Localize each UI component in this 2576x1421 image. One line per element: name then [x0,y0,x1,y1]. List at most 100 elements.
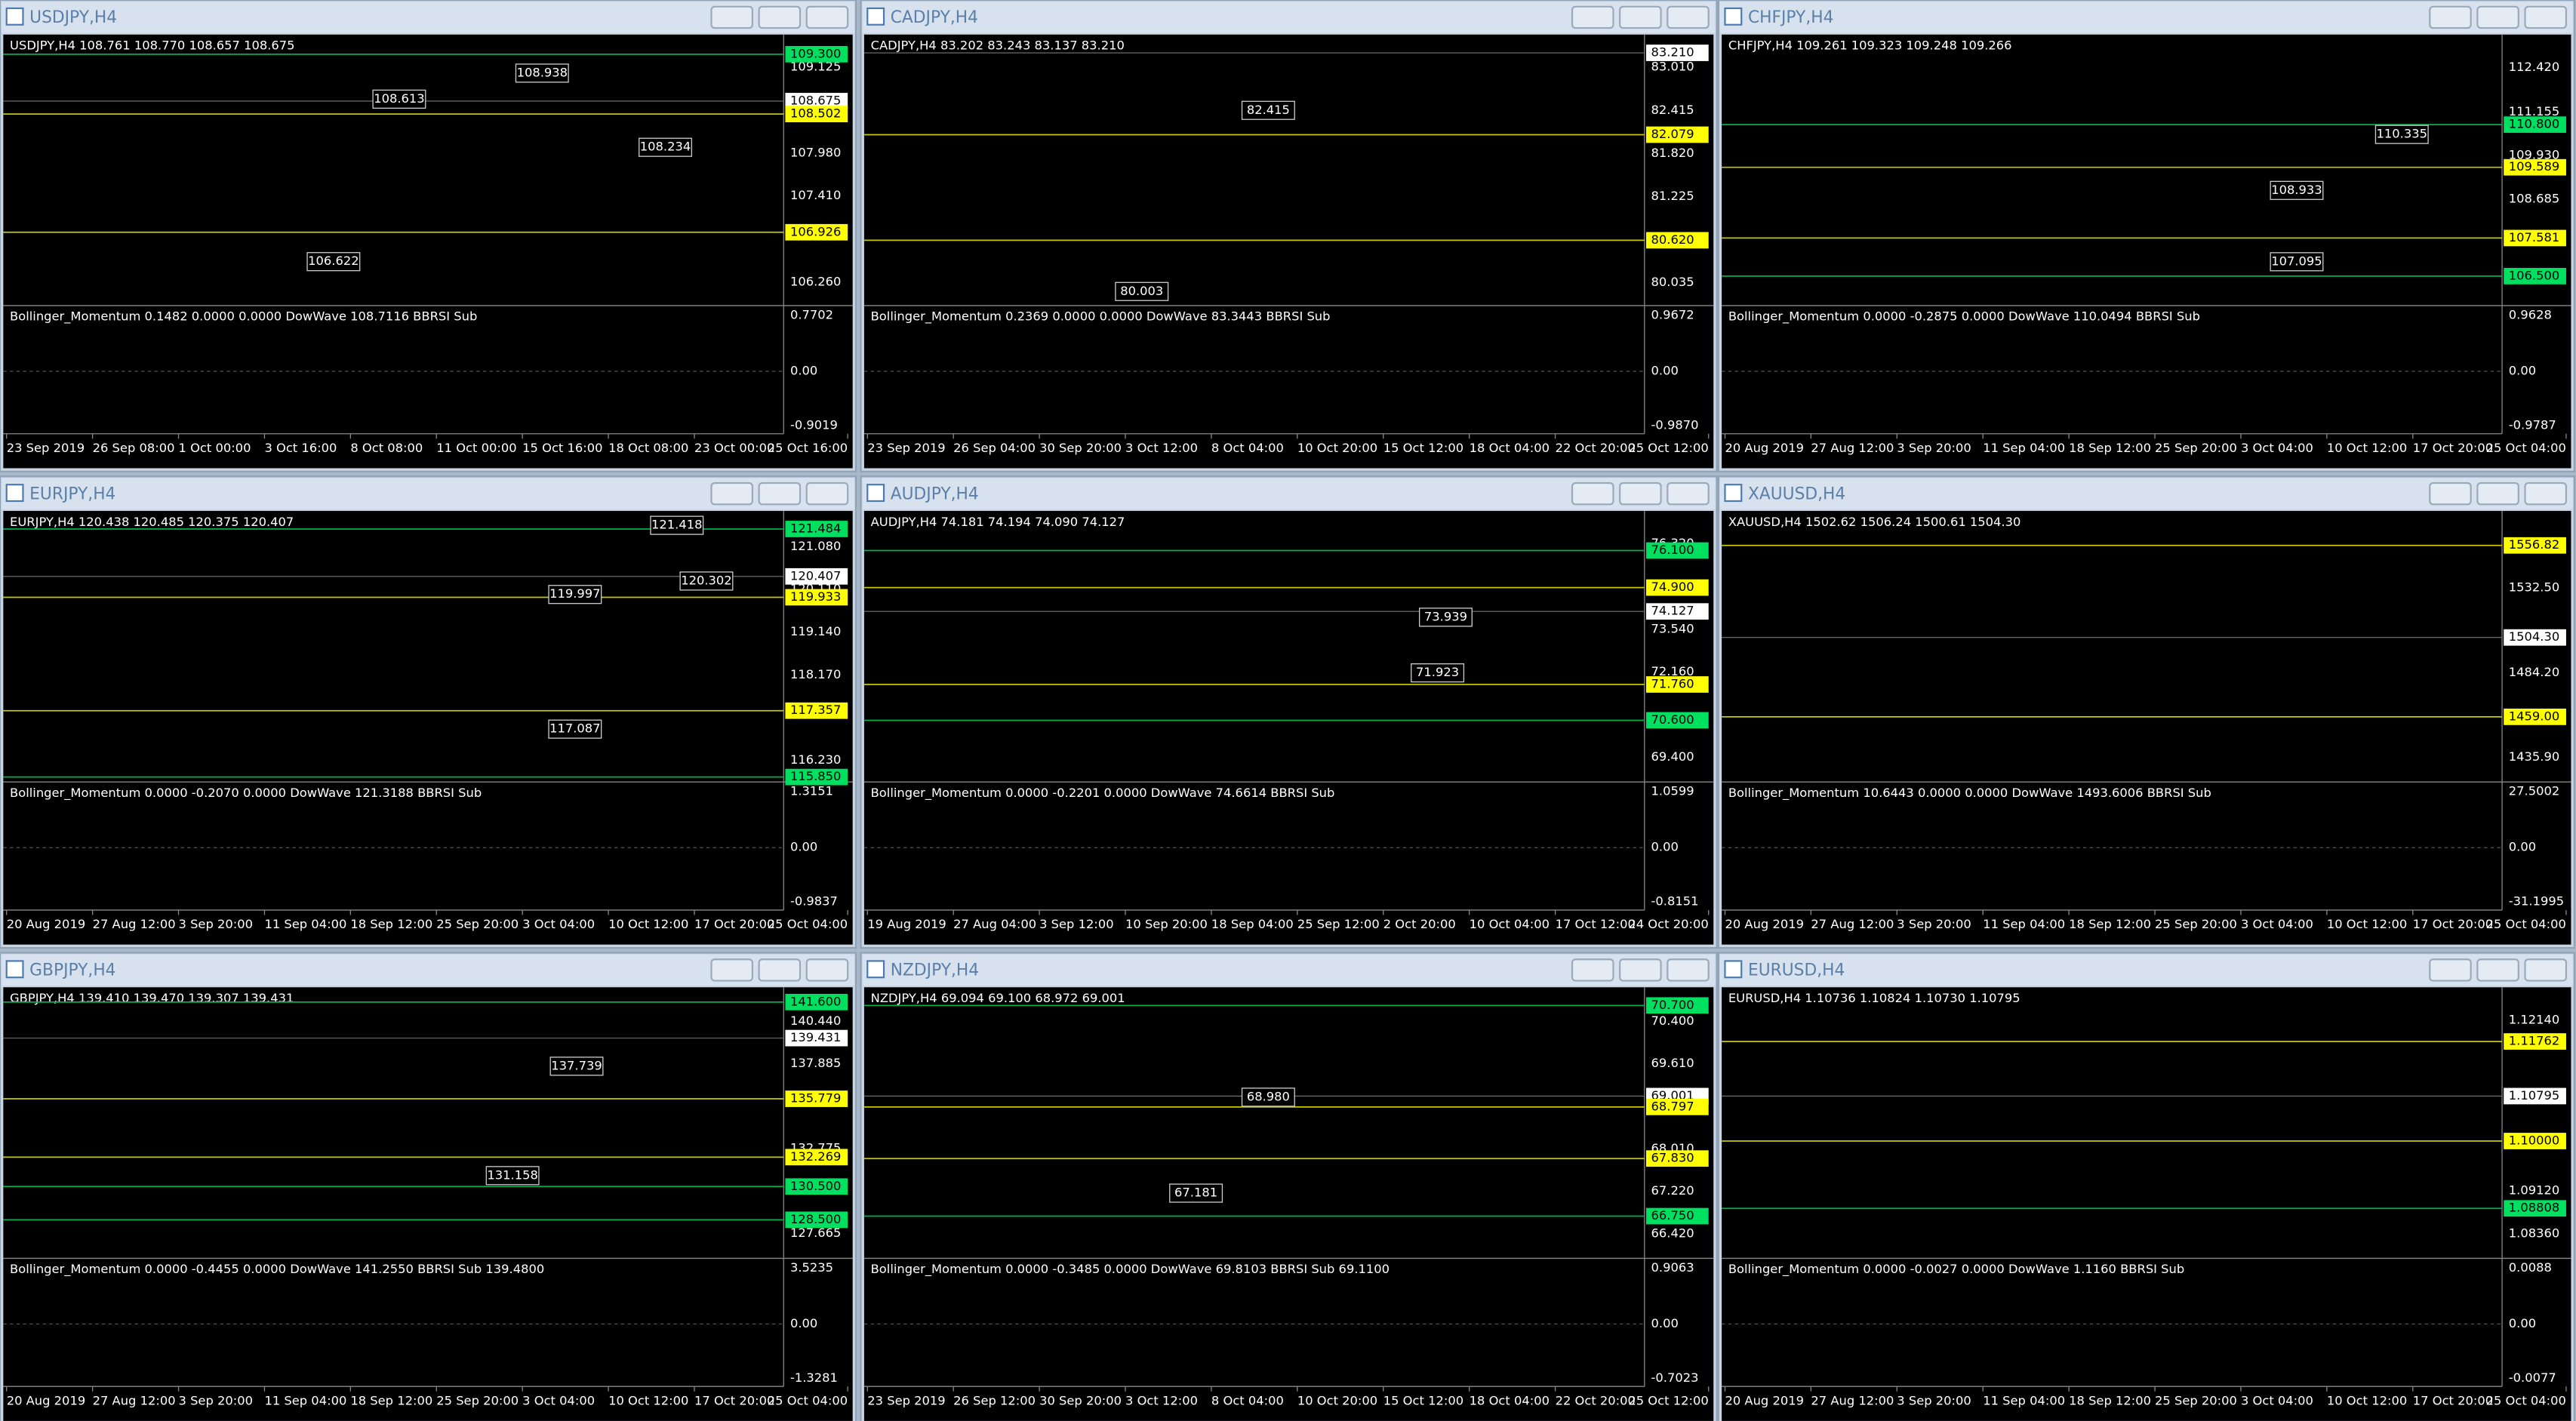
price-annotation: 106.622 [308,254,359,268]
price-scale-label: 121.080 [790,539,841,553]
date-label: 15 Oct 12:00 [1383,1393,1463,1407]
indicator-scale-label: 0.9063 [1651,1260,1694,1275]
price-scale-label: 117.357 [790,703,841,717]
price-scale-label: 1.08360 [2509,1226,2559,1240]
maximize-button[interactable] [2476,5,2519,29]
indicator-scale-label: 0.00 [2509,840,2536,854]
price-scale-label: 110.800 [2509,117,2559,131]
indicator-header: Bollinger_Momentum 0.1482 0.0000 0.0000 … [10,309,477,324]
price-scale-label: 1.10795 [2509,1088,2559,1103]
price-annotation: 108.938 [517,65,568,79]
date-label: 27 Aug 12:00 [93,1393,176,1407]
price-label-box [2504,229,2566,247]
date-label: 11 Sep 04:00 [1983,1393,2065,1407]
close-button[interactable] [805,5,849,29]
price-annotation-box [1418,607,1473,627]
chart-window: XAUUSD,H4 XAUUSD,H4 1502.62 1506.24 1500.… [1717,475,2575,949]
date-label: 10 Oct 12:00 [2327,917,2407,931]
price-scale-label: 76.100 [1651,543,1694,557]
maximize-button[interactable] [1619,5,1662,29]
chart-window: NZDJPY,H4 NZDJPY,H4 69.094 69.100 68.972 … [860,952,1718,1421]
date-label: 17 Oct 20:00 [694,917,774,931]
price-label-box [785,589,848,606]
indicator-scale-label: -0.0077 [2509,1370,2556,1385]
chart-header: AUDJPY,H4 74.181 74.194 74.090 74.127 [871,515,1125,529]
price-scale-label: 74.900 [1651,580,1694,594]
price-scale-label: 80.035 [1651,275,1694,289]
price-label-box [1646,232,1709,249]
window-title: GBPJPY,H4 [29,961,115,980]
price-scale-label: 1.10000 [2509,1133,2559,1147]
window-title: AUDJPY,H4 [891,484,979,503]
price-scale-label: 119.933 [790,589,841,604]
price-label-box [1646,1150,1709,1167]
minimize-button[interactable] [2429,958,2472,982]
date-label: 3 Oct 04:00 [522,917,595,931]
date-label: 8 Oct 08:00 [350,441,423,455]
minimize-button[interactable] [2429,481,2472,506]
price-annotation-box [1411,663,1465,683]
date-label: 15 Oct 16:00 [522,441,602,455]
maximize-button[interactable] [1619,958,1662,982]
price-scale-label: 108.675 [790,93,841,107]
price-annotation-box [548,585,602,604]
price-label-box [1646,1098,1709,1115]
close-button[interactable] [1667,958,1710,982]
chart-area [3,987,853,1421]
date-label: 11 Oct 00:00 [436,441,516,455]
close-button[interactable] [1667,481,1710,506]
minimize-button[interactable] [710,958,753,982]
price-annotation-box [2270,180,2324,200]
date-label: 22 Oct 20:00 [1556,1393,1636,1407]
price-label-box [2504,116,2566,134]
price-scale-label: 70.600 [1651,712,1694,727]
close-button[interactable] [2524,5,2568,29]
price-scale-label: 128.500 [790,1212,841,1226]
date-label: 17 Oct 20:00 [694,1393,774,1407]
price-label-box [2504,1133,2566,1149]
maximize-button[interactable] [2476,481,2519,506]
price-label-box [785,1211,848,1229]
minimize-button[interactable] [1571,481,1614,506]
maximize-button[interactable] [758,481,802,506]
close-button[interactable] [2524,958,2568,982]
date-label: 23 Sep 2019 [867,441,945,455]
minimize-button[interactable] [2429,5,2472,29]
date-label: 11 Sep 04:00 [1983,441,2065,455]
price-annotation-box [1241,1087,1295,1107]
price-scale-label: 1459.00 [2509,709,2559,723]
minimize-button[interactable] [1571,958,1614,982]
indicator-header: Bollinger_Momentum 0.0000 -0.0027 0.0000… [1728,1262,2184,1277]
maximize-button[interactable] [1619,481,1662,506]
close-button[interactable] [1667,5,1710,29]
price-scale-label: 1.09120 [2509,1183,2559,1197]
minimize-button[interactable] [710,5,753,29]
date-label: 10 Oct 20:00 [1297,1393,1377,1407]
chart-area [863,987,1714,1421]
price-scale-label: 139.431 [790,1030,841,1044]
close-button[interactable] [805,958,849,982]
price-scale-label: 1556.82 [2509,537,2559,552]
chart-area [1722,511,2571,945]
minimize-button[interactable] [1571,5,1614,29]
price-annotation-box [1241,100,1295,120]
maximize-button[interactable] [2476,958,2519,982]
close-button[interactable] [805,481,849,506]
price-scale-label: 67.220 [1651,1183,1694,1198]
chart-window: EURUSD,H4 EURUSD,H4 1.10736 1.10824 1.107… [1717,952,2575,1421]
indicator-scale-label: -1.3281 [790,1370,838,1385]
date-label: 26 Sep 04:00 [953,441,1036,455]
indicator-header: Bollinger_Momentum 0.0000 -0.3485 0.0000… [871,1262,1390,1277]
price-annotation: 107.095 [2271,254,2322,268]
maximize-button[interactable] [758,958,802,982]
date-label: 20 Aug 2019 [7,917,86,931]
close-button[interactable] [2524,481,2568,506]
date-label: 11 Sep 04:00 [264,917,346,931]
date-label: 18 Oct 04:00 [1470,1393,1550,1407]
date-label: 24 Oct 20:00 [1628,917,1708,931]
date-label: 25 Sep 20:00 [2155,1393,2237,1407]
indicator-scale-label: 0.7702 [790,308,833,322]
maximize-button[interactable] [758,5,802,29]
minimize-button[interactable] [710,481,753,506]
